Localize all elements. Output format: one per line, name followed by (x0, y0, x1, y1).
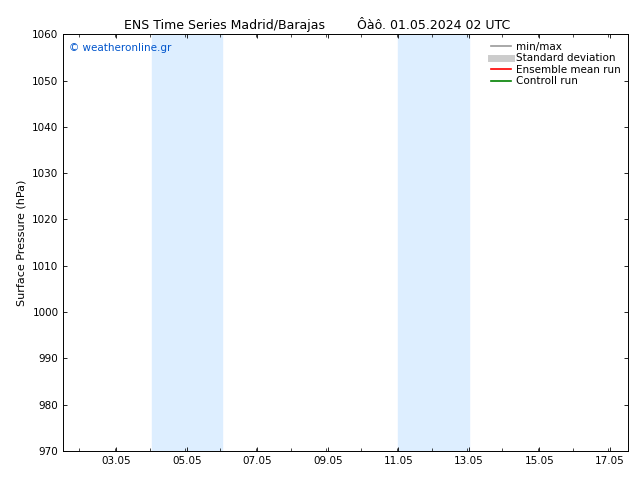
Y-axis label: Surface Pressure (hPa): Surface Pressure (hPa) (16, 179, 27, 306)
Bar (152, 34, 222, 451)
Text: © weatheronline.gr: © weatheronline.gr (69, 43, 171, 52)
Bar (398, 34, 469, 451)
Text: ENS Time Series Madrid/Barajas        Ôàô. 01.05.2024 02 UTC: ENS Time Series Madrid/Barajas Ôàô. 01.0… (124, 17, 510, 32)
Legend: min/max, Standard deviation, Ensemble mean run, Controll run: min/max, Standard deviation, Ensemble me… (489, 40, 623, 88)
